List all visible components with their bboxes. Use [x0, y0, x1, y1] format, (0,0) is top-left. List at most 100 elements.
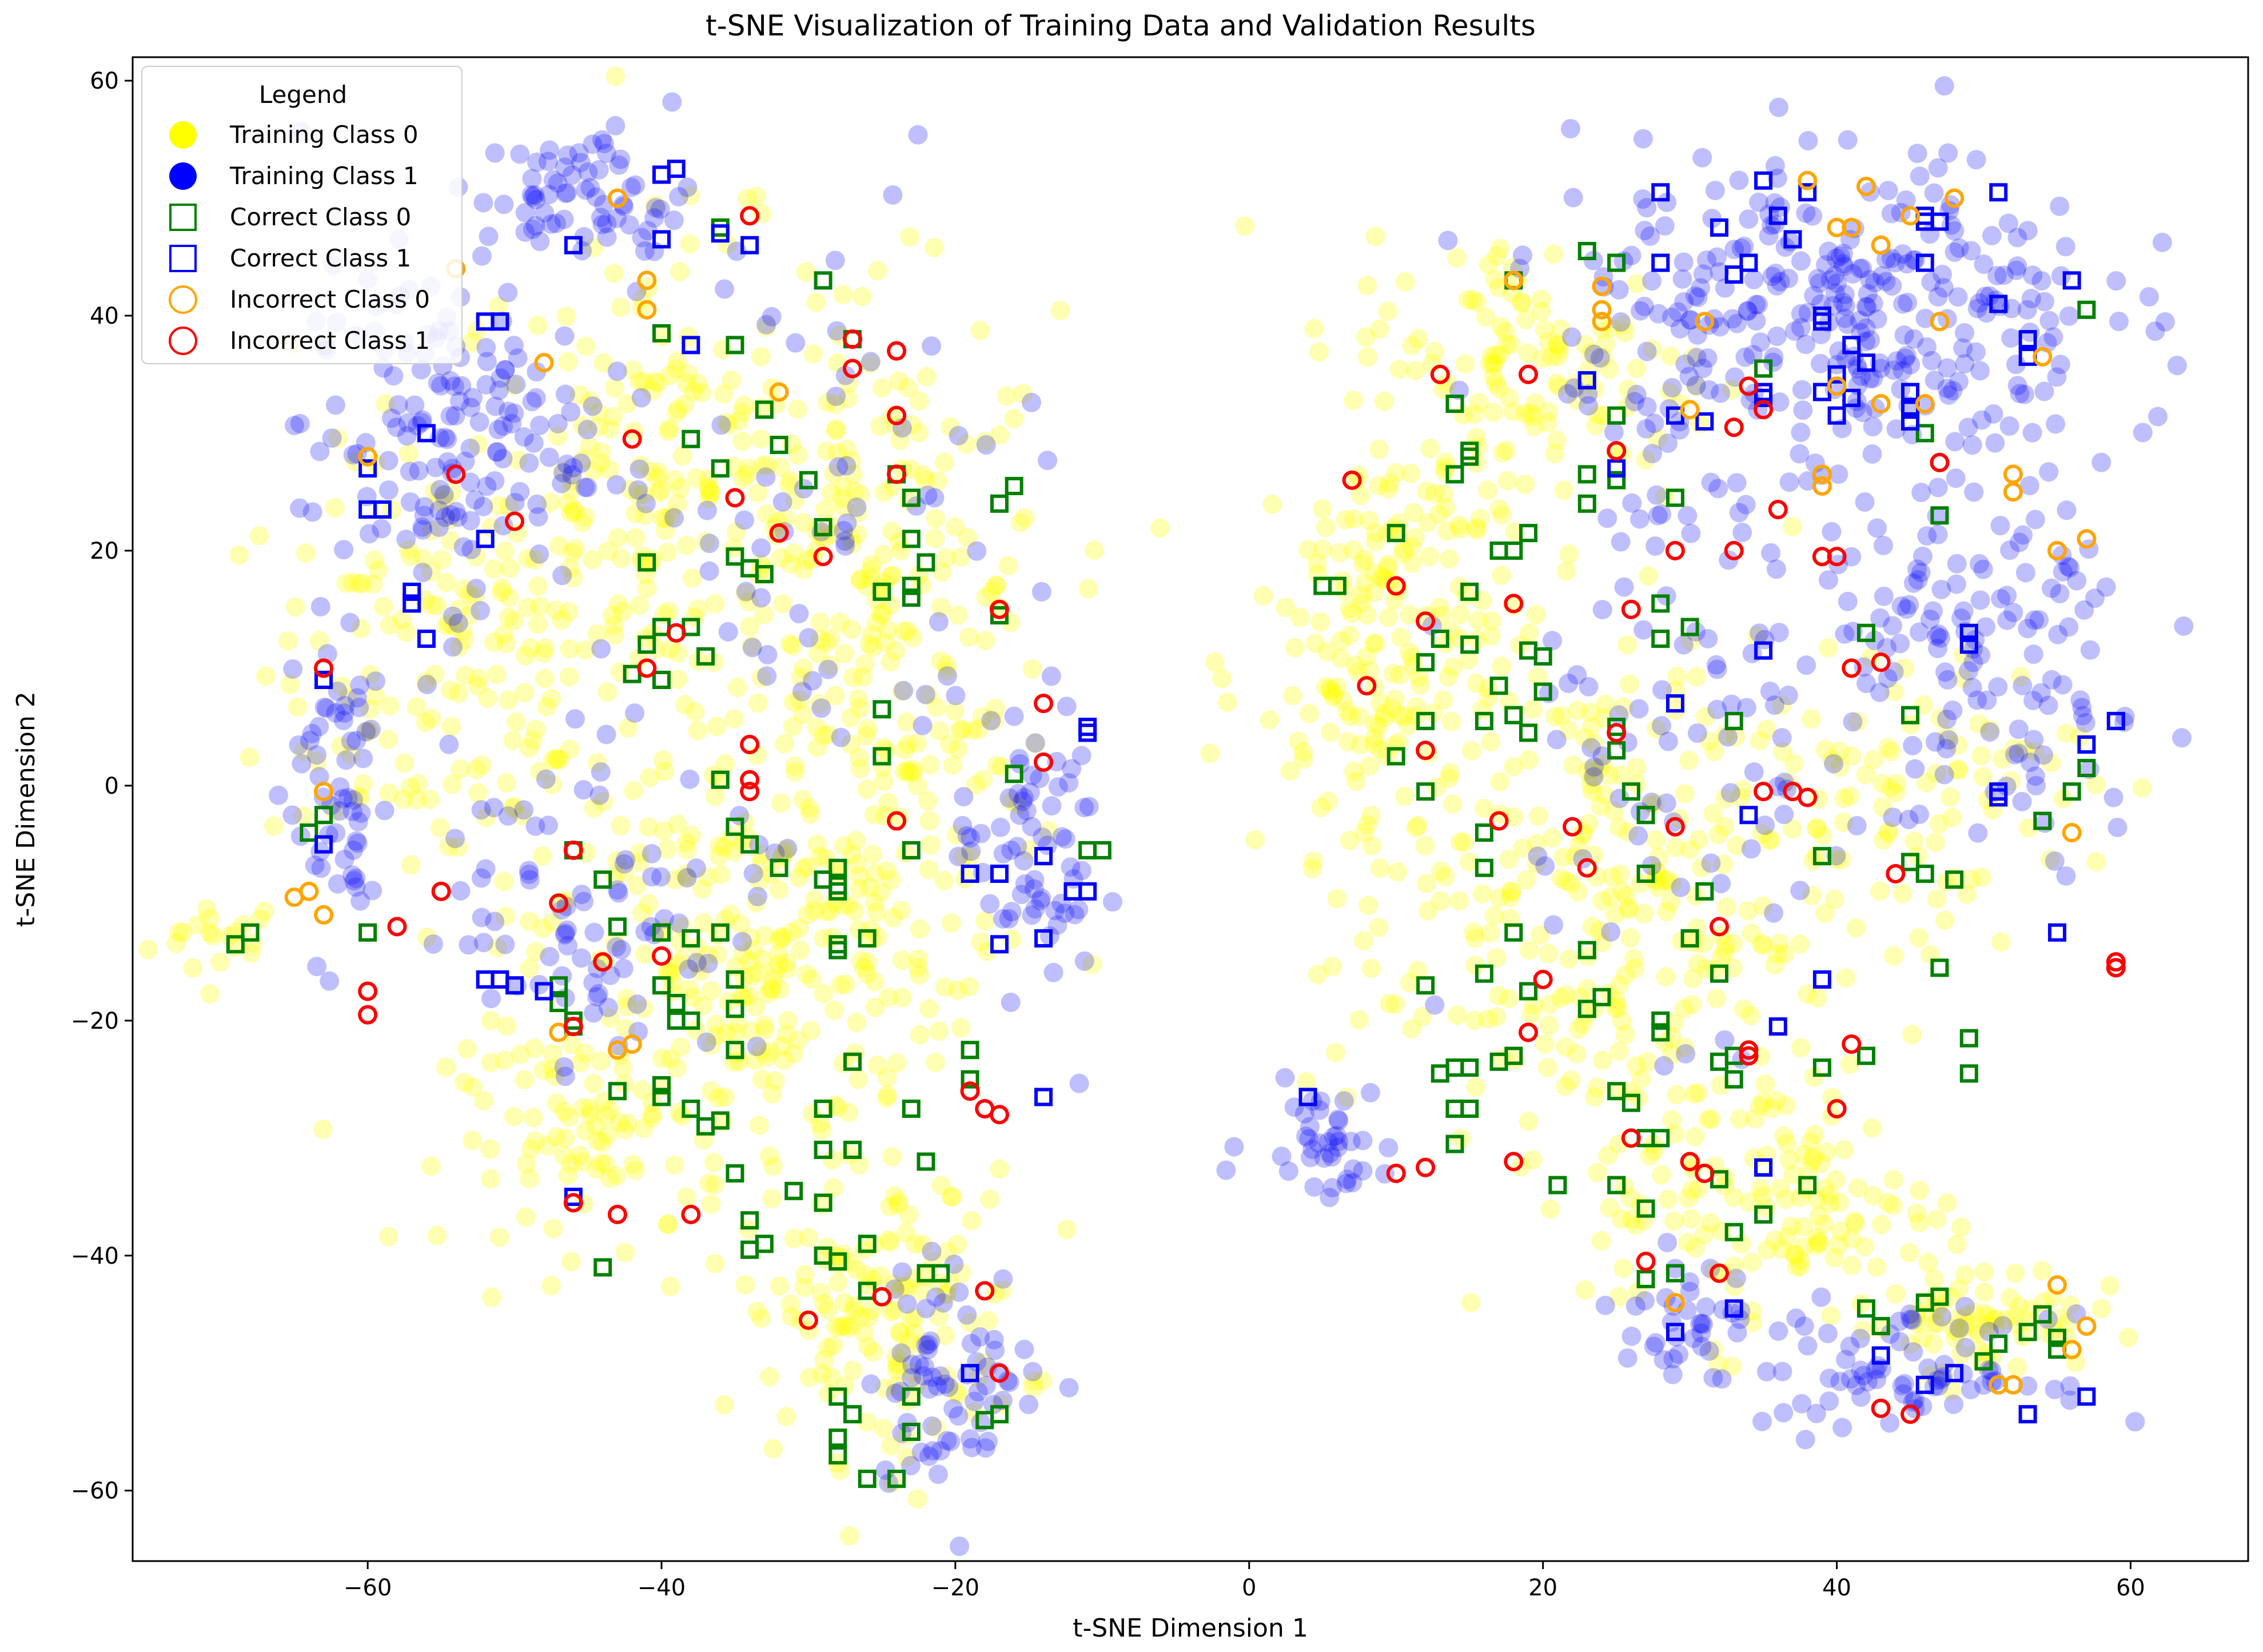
training-point: [346, 731, 366, 751]
training-point: [926, 1287, 946, 1307]
training-point: [1358, 895, 1378, 915]
training-point: [863, 845, 883, 865]
training-point: [1922, 351, 1942, 371]
training-point: [1418, 901, 1438, 921]
training-point: [811, 698, 831, 718]
training-point: [536, 769, 556, 789]
training-point: [1395, 272, 1415, 292]
training-point: [2023, 265, 2043, 285]
training-point: [1548, 347, 1568, 367]
training-point: [525, 1131, 545, 1151]
training-point: [646, 195, 666, 215]
training-point: [978, 1431, 998, 1451]
training-point: [646, 198, 666, 218]
training-point: [1703, 1339, 1723, 1359]
training-point: [1613, 1259, 1633, 1279]
training-point: [1361, 805, 1381, 825]
training-point: [950, 720, 970, 740]
training-point: [1057, 696, 1077, 716]
training-point: [864, 805, 884, 825]
training-point: [556, 306, 576, 327]
training-point: [1947, 1235, 1967, 1255]
training-point: [763, 1439, 783, 1459]
training-point: [1393, 543, 1413, 563]
training-point: [1765, 1230, 1785, 1250]
training-point: [436, 572, 456, 592]
training-point: [925, 488, 945, 508]
training-point: [555, 1066, 575, 1086]
x-axis-label: t-SNE Dimension 1: [1073, 1614, 1308, 1643]
training-point: [1924, 183, 1944, 203]
training-point: [902, 415, 922, 435]
training-point: [1405, 361, 1425, 381]
training-point: [715, 1087, 735, 1107]
training-point: [1666, 837, 1686, 857]
training-point: [1590, 758, 1610, 778]
training-point: [1921, 272, 1941, 292]
training-point: [701, 1194, 721, 1214]
training-point: [1568, 882, 1588, 902]
training-point: [2152, 232, 2172, 252]
training-point: [1408, 815, 1428, 835]
training-point: [491, 368, 511, 388]
training-point: [936, 548, 956, 568]
training-point: [1830, 1193, 1850, 1213]
training-point: [572, 1152, 592, 1172]
training-point: [683, 381, 703, 401]
training-point: [1490, 238, 1510, 258]
training-point: [727, 678, 747, 698]
training-point: [1807, 988, 1827, 1008]
training-point: [2174, 616, 2194, 636]
training-point: [660, 1276, 680, 1296]
training-point: [816, 849, 836, 869]
training-point: [1079, 797, 1099, 817]
training-point: [863, 638, 883, 658]
training-point: [773, 594, 793, 614]
training-point: [1934, 278, 1954, 298]
training-point: [1011, 885, 1031, 905]
training-point: [1949, 1318, 1969, 1338]
training-point: [547, 1093, 567, 1113]
training-point: [962, 1211, 982, 1231]
training-point: [909, 391, 929, 411]
training-point: [338, 688, 358, 708]
training-point: [802, 969, 822, 989]
training-point: [380, 615, 400, 635]
training-point: [659, 419, 679, 439]
training-point: [1490, 772, 1510, 792]
training-point: [782, 1307, 802, 1327]
training-point: [1939, 385, 1959, 405]
training-point: [1991, 932, 2011, 952]
training-point: [796, 964, 816, 984]
training-point: [1022, 392, 1042, 412]
training-point: [1883, 616, 1903, 636]
training-point: [1560, 118, 1580, 138]
training-point: [607, 880, 627, 900]
training-point: [831, 727, 851, 747]
training-point: [1519, 750, 1539, 770]
training-point: [1882, 276, 1902, 296]
training-point: [669, 186, 689, 206]
training-point: [890, 1321, 910, 1341]
training-point: [735, 811, 755, 831]
training-point: [1884, 360, 1904, 380]
training-point: [1026, 733, 1046, 753]
training-point: [999, 909, 1019, 929]
training-point: [580, 436, 600, 456]
training-point: [870, 1265, 890, 1285]
training-point: [1707, 247, 1727, 267]
training-point: [810, 847, 830, 867]
training-point: [1949, 1279, 1969, 1299]
training-point: [825, 250, 845, 270]
training-point: [2046, 414, 2066, 434]
training-point: [1834, 789, 1854, 809]
training-point: [1613, 697, 1633, 717]
training-point: [1771, 695, 1791, 715]
training-point: [898, 621, 918, 641]
training-point: [573, 780, 593, 800]
training-point: [2005, 1263, 2025, 1283]
training-point: [858, 952, 878, 972]
training-point: [1304, 851, 1324, 871]
training-point: [776, 840, 796, 860]
